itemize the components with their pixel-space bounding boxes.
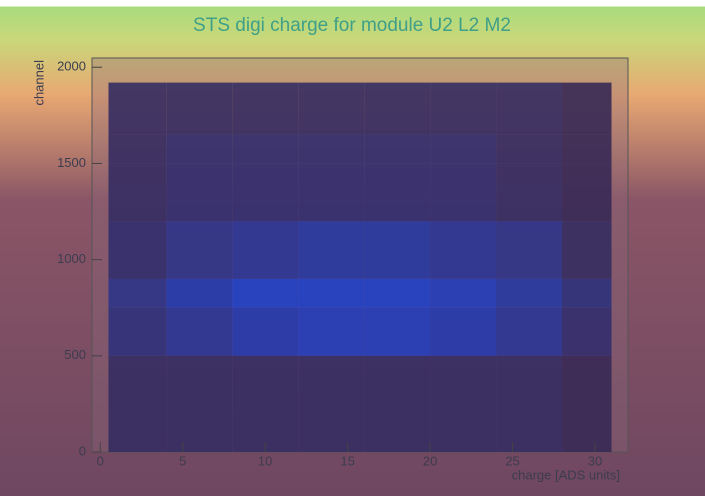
heat-cell (166, 355, 233, 452)
heat-cell (430, 163, 497, 222)
heat-cell (430, 134, 497, 164)
heat-cell (232, 307, 299, 356)
heat-cell (108, 278, 167, 308)
heat-cell (232, 355, 299, 452)
y-tick-label: 1500 (57, 155, 86, 170)
heat-cell (364, 163, 431, 222)
heat-cell (298, 134, 365, 164)
heat-cell (108, 307, 167, 356)
heat-cell (108, 82, 167, 135)
heat-cell (562, 307, 612, 356)
heat-cell (298, 163, 365, 222)
heat-cell (364, 82, 431, 135)
heat-cell (496, 221, 563, 279)
x-tick-label: 0 (97, 453, 104, 468)
heat-cell (430, 82, 497, 135)
heat-cell (108, 163, 167, 222)
x-tick-label: 5 (179, 453, 186, 468)
heat-cell (496, 355, 563, 452)
heat-cell (496, 82, 563, 135)
heat-cell (364, 221, 431, 279)
heat-cell (562, 163, 612, 222)
heat-cell (166, 82, 233, 135)
y-tick-label: 1000 (57, 251, 86, 266)
heat-cell (496, 163, 563, 222)
heat-cell (562, 278, 612, 308)
x-axis-title: charge [ADS units] (512, 467, 620, 482)
heat-cell (232, 82, 299, 135)
x-tick-label: 15 (340, 453, 354, 468)
heat-cell (298, 307, 365, 356)
heat-cell (430, 307, 497, 356)
x-tick-label: 10 (258, 453, 272, 468)
heat-cell (364, 134, 431, 164)
heat-cell (562, 82, 612, 135)
y-tick-label: 500 (64, 347, 86, 362)
heat-cell (562, 355, 612, 452)
heat-cell (166, 134, 233, 164)
heat-cell (232, 134, 299, 164)
heat-cell (364, 307, 431, 356)
heat-cell (496, 134, 563, 164)
heat-cell (496, 307, 563, 356)
heat-cell (232, 278, 299, 308)
heat-cell (298, 355, 365, 452)
heat-cell (166, 163, 233, 222)
y-tick-label: 2000 (57, 59, 86, 74)
chart-title: STS digi charge for module U2 L2 M2 (193, 15, 511, 36)
heat-cell (166, 221, 233, 279)
heat-cell (562, 221, 612, 279)
heat-cell (298, 221, 365, 279)
heat-cell (298, 278, 365, 308)
heat-cell (496, 278, 563, 308)
heat-cell (430, 278, 497, 308)
y-axis-title: channel (31, 60, 46, 106)
y-tick-label: 0 (79, 443, 86, 458)
heat-cell (108, 221, 167, 279)
heat-cell (166, 307, 233, 356)
x-tick-label: 20 (423, 453, 437, 468)
x-tick-label: 30 (588, 453, 602, 468)
heat-cell (232, 221, 299, 279)
heat-cell (298, 82, 365, 135)
heat-cell (562, 134, 612, 164)
heat-cell (364, 355, 431, 452)
x-tick-label: 25 (505, 453, 519, 468)
heat-cell (232, 163, 299, 222)
heat-cell (364, 278, 431, 308)
heat-cell (108, 355, 167, 452)
heat-cell (430, 221, 497, 279)
heat-cell (108, 134, 167, 164)
heat-cell (166, 278, 233, 308)
heat-cell (430, 355, 497, 452)
